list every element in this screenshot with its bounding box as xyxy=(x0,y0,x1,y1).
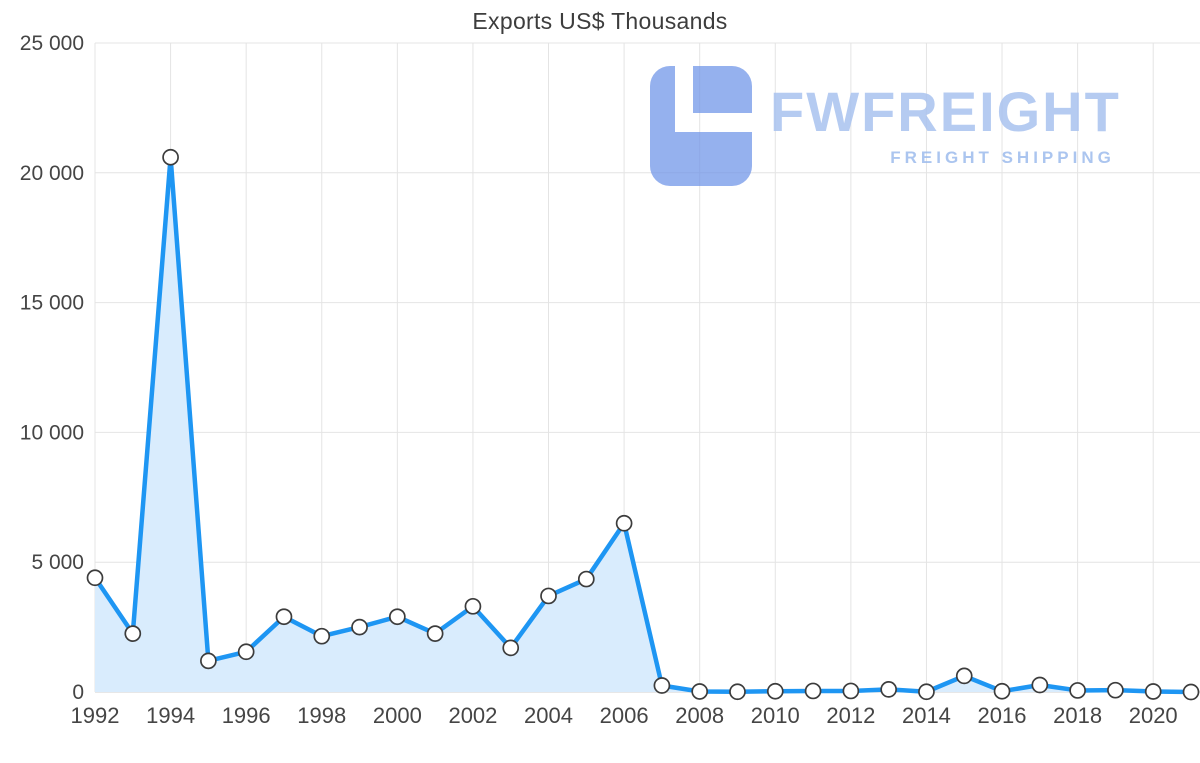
x-axis-tick-label: 2016 xyxy=(978,703,1027,728)
x-axis-tick-label: 2004 xyxy=(524,703,573,728)
data-point-marker xyxy=(351,618,368,636)
x-axis-tick-label: 2002 xyxy=(448,703,497,728)
data-point-marker xyxy=(993,682,1011,700)
x-axis-tick-label: 2020 xyxy=(1129,703,1178,728)
y-axis-tick-label: 15 000 xyxy=(20,292,84,315)
x-axis-tick-label: 1998 xyxy=(297,703,346,728)
x-axis-tick-label: 1992 xyxy=(71,703,120,728)
y-axis-tick-label: 20 000 xyxy=(20,162,84,185)
data-point-marker xyxy=(1144,683,1162,700)
series-line xyxy=(92,154,1194,695)
data-point-marker xyxy=(766,682,784,700)
data-point-marker xyxy=(691,683,709,700)
data-point-marker xyxy=(540,587,557,605)
x-axis-tick-label: 2000 xyxy=(373,703,422,728)
x-axis-tick-label: 2008 xyxy=(675,703,724,728)
y-axis-tick-label: 25 000 xyxy=(20,32,84,55)
data-point-marker xyxy=(1107,681,1124,699)
data-point-marker xyxy=(1031,676,1049,694)
data-point-marker xyxy=(313,627,331,645)
data-point-marker xyxy=(842,682,860,700)
data-point-marker xyxy=(1069,682,1086,699)
data-point-marker xyxy=(275,608,293,626)
data-point-marker xyxy=(1182,683,1200,701)
x-axis-tick-label: 2006 xyxy=(600,703,649,728)
data-point-marker xyxy=(577,570,595,588)
data-point-marker xyxy=(615,514,633,532)
data-point-marker xyxy=(880,681,898,698)
x-axis-tick-label: 2012 xyxy=(826,703,875,728)
x-axis-tick-label: 2018 xyxy=(1053,703,1102,728)
data-point-marker xyxy=(502,639,520,657)
data-point-marker xyxy=(729,683,746,701)
y-axis-tick-label: 5 000 xyxy=(31,551,84,574)
data-point-marker xyxy=(237,643,255,661)
data-point-marker xyxy=(426,625,444,642)
data-point-marker xyxy=(388,608,406,626)
data-point-marker xyxy=(955,667,973,685)
data-point-marker xyxy=(124,625,142,642)
data-point-marker xyxy=(162,148,179,166)
chart-title: Exports US$ Thousands xyxy=(472,8,728,34)
x-axis-tick-label: 2014 xyxy=(902,703,951,728)
y-axis-tick-label: 0 xyxy=(72,681,84,704)
data-point-marker xyxy=(200,652,217,670)
y-axis-tick-label: 10 000 xyxy=(20,421,84,444)
data-point-marker xyxy=(918,683,935,701)
x-axis-tick-label: 1996 xyxy=(222,703,271,728)
x-axis-tick-label: 2010 xyxy=(751,703,800,728)
x-axis-tick-label: 1994 xyxy=(146,703,195,728)
data-point-marker xyxy=(86,569,104,587)
data-point-marker xyxy=(653,677,671,694)
data-point-marker xyxy=(464,597,482,615)
data-point-marker xyxy=(804,682,822,700)
